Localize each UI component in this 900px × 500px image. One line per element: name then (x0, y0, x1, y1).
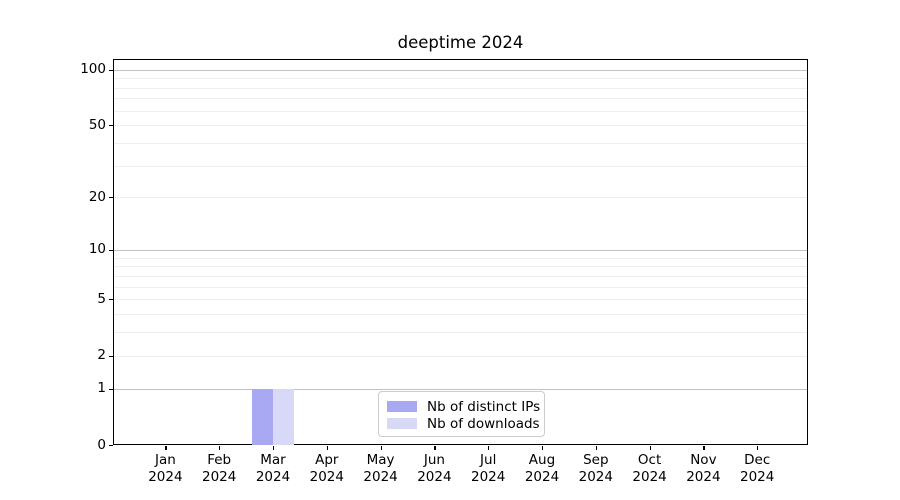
y-tick-label: 50 (88, 116, 106, 133)
legend-label: Nb of distinct IPs (427, 398, 541, 415)
x-tick-label: Jan 2024 (148, 452, 183, 485)
gridline-minor (114, 266, 807, 268)
x-tick-label: Mar 2024 (255, 452, 291, 485)
gridline-minor (114, 110, 807, 112)
x-tick-label: Jul 2024 (471, 452, 506, 485)
y-tick-mark (109, 125, 113, 127)
x-tick-mark (488, 446, 490, 450)
y-tick-mark (109, 69, 113, 71)
gridline-minor (114, 98, 807, 100)
x-tick-mark (542, 446, 544, 450)
gridline-minor (114, 286, 807, 288)
x-tick-mark (595, 446, 597, 450)
gridline-minor (114, 275, 807, 277)
gridline-minor (114, 125, 807, 127)
x-tick-label: Apr 2024 (309, 452, 344, 485)
gridline-major (114, 249, 807, 251)
x-tick-mark (273, 446, 275, 450)
y-tick-mark (109, 355, 113, 357)
legend-swatch-icon (387, 401, 417, 412)
bar-nb-of-distinct-ips (252, 388, 273, 445)
x-tick-mark (219, 446, 221, 450)
x-tick-mark (649, 446, 651, 450)
x-tick-label: Nov 2024 (686, 452, 721, 485)
legend: Nb of distinct IPs Nb of downloads (378, 391, 545, 437)
y-tick-mark (109, 388, 113, 390)
y-tick-label: 5 (97, 290, 106, 307)
bar-nb-of-downloads (273, 388, 294, 445)
x-tick-label: Sep 2024 (578, 452, 613, 485)
legend-row: Nb of downloads (387, 415, 540, 432)
x-tick-label: Dec 2024 (740, 452, 775, 485)
y-tick-label: 10 (88, 241, 106, 258)
x-tick-mark (757, 446, 759, 450)
gridline-minor (114, 332, 807, 334)
x-tick-label: Feb 2024 (202, 452, 237, 485)
y-tick-label: 2 (97, 347, 106, 364)
plot-area (113, 59, 808, 445)
legend-label: Nb of downloads (427, 415, 540, 432)
y-tick-mark (109, 445, 113, 447)
legend-row: Nb of distinct IPs (387, 398, 540, 415)
gridline-minor (114, 257, 807, 259)
gridline-major (114, 388, 807, 390)
y-tick-label: 100 (80, 61, 106, 78)
gridline-minor (114, 355, 807, 357)
gridline-major (114, 69, 807, 71)
gridline-minor (114, 197, 807, 199)
gridline-minor (114, 165, 807, 167)
y-tick-label: 20 (88, 188, 106, 205)
x-tick-label: Aug 2024 (524, 452, 560, 485)
y-tick-mark (109, 299, 113, 301)
x-tick-mark (380, 446, 382, 450)
y-tick-label: 0 (97, 436, 106, 453)
x-tick-label: Jun 2024 (417, 452, 452, 485)
legend-swatch-icon (387, 418, 417, 429)
gridline-minor (114, 299, 807, 301)
y-tick-mark (109, 249, 113, 252)
x-tick-mark (165, 446, 167, 450)
x-tick-mark (434, 446, 436, 450)
gridline-minor (114, 142, 807, 144)
x-tick-label: May 2024 (363, 452, 398, 485)
x-tick-label: Oct 2024 (632, 452, 667, 485)
y-tick-label: 1 (97, 380, 106, 397)
x-tick-mark (703, 446, 705, 450)
chart-title: deeptime 2024 (397, 33, 524, 52)
gridline-minor (114, 314, 807, 316)
gridline-minor (114, 87, 807, 89)
x-tick-mark (326, 446, 328, 450)
gridline-minor (114, 78, 807, 79)
y-tick-mark (109, 197, 113, 199)
